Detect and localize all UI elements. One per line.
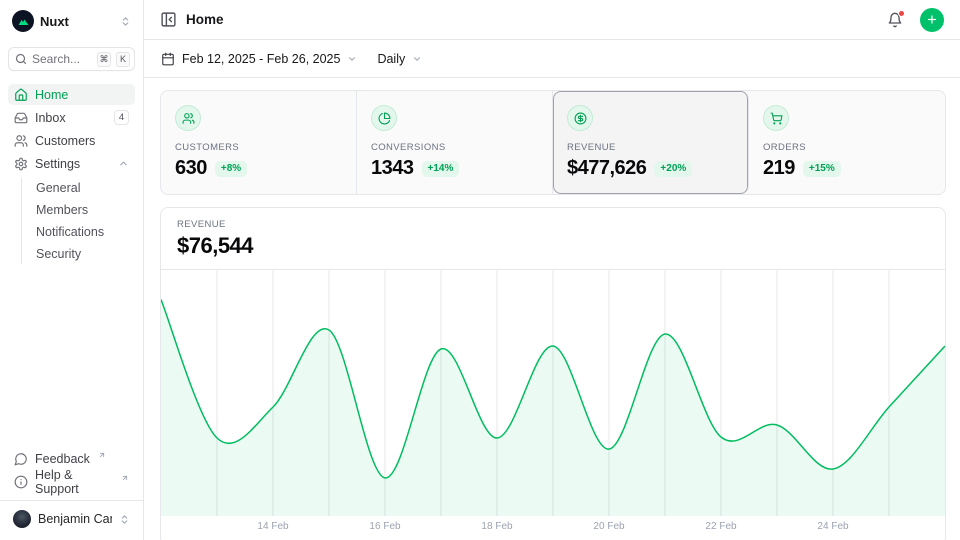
chevron-up-icon (118, 158, 129, 169)
date-range-value: Feb 12, 2025 - Feb 26, 2025 (182, 52, 340, 66)
feedback-link[interactable]: Feedback (8, 448, 135, 469)
users-icon (14, 134, 28, 148)
sidebar-nav: Home Inbox 4 Customers Settings (8, 84, 135, 266)
notification-dot (898, 10, 905, 17)
collapse-sidebar-button[interactable] (160, 11, 177, 28)
main-area: Home Feb 12, 2025 - Feb 26, 2025 (144, 0, 960, 540)
users-icon (175, 105, 201, 131)
chat-bubble-icon (14, 452, 28, 466)
date-range-picker[interactable]: Feb 12, 2025 - Feb 26, 2025 (161, 52, 357, 66)
workspace-name: Nuxt (40, 14, 114, 29)
search-input[interactable]: ⌘ K (8, 47, 135, 71)
stats-grid: CUSTOMERS 630 +8% CONVERSIONS 1343 +14% (160, 90, 946, 195)
stat-label: REVENUE (567, 142, 734, 153)
x-axis-label: 18 Feb (481, 521, 512, 532)
avatar (13, 510, 31, 528)
stat-label: ORDERS (763, 142, 931, 153)
stat-delta-badge: +15% (803, 161, 841, 177)
workspace-switcher[interactable]: Nuxt (8, 8, 135, 34)
settings-sub-list: General Members Notifications Security (21, 178, 135, 264)
chevron-down-icon (347, 54, 357, 64)
help-support-label: Help & Support (35, 468, 113, 496)
inbox-count-badge: 4 (114, 110, 129, 125)
chart-header: REVENUE $76,544 (161, 208, 945, 270)
sidebar-item-members[interactable]: Members (31, 200, 135, 220)
sidebar-item-notifications[interactable]: Notifications (31, 222, 135, 242)
stat-delta-badge: +8% (215, 161, 247, 177)
dollar-circle-icon (567, 105, 593, 131)
user-name: Benjamin Canac (38, 512, 112, 526)
gear-icon (14, 157, 28, 171)
add-button[interactable] (920, 8, 944, 32)
notifications-button[interactable] (887, 12, 903, 28)
content: CUSTOMERS 630 +8% CONVERSIONS 1343 +14% (144, 78, 960, 540)
sidebar-item-label: Customers (35, 134, 129, 148)
sidebar-spacer (8, 266, 135, 435)
chevron-down-icon (412, 54, 422, 64)
feedback-label: Feedback (35, 452, 90, 466)
chevrons-up-down-icon (120, 16, 131, 27)
sidebar: Nuxt ⌘ K Home Inb (0, 0, 144, 540)
stat-card-conversions[interactable]: CONVERSIONS 1343 +14% (357, 91, 553, 194)
external-link-icon (121, 474, 129, 482)
x-axis-label: 14 Feb (257, 521, 288, 532)
search-icon (15, 53, 27, 65)
stat-value: 630 (175, 157, 207, 180)
sidebar-item-inbox[interactable]: Inbox 4 (8, 107, 135, 128)
x-axis-label: 24 Feb (817, 521, 848, 532)
chart-x-axis: 14 Feb 16 Feb 18 Feb 20 Feb 22 Feb 24 Feb (161, 516, 945, 540)
stat-label: CONVERSIONS (371, 142, 538, 153)
external-link-icon (98, 451, 106, 459)
stat-value: 219 (763, 157, 795, 180)
sidebar-item-label: Home (35, 88, 129, 102)
stat-value: 1343 (371, 157, 414, 180)
sidebar-item-settings[interactable]: Settings (8, 153, 135, 174)
help-support-link[interactable]: Help & Support (8, 471, 135, 492)
sidebar-footer-links: Feedback Help & Support (8, 448, 135, 492)
revenue-area-chart[interactable] (161, 270, 945, 516)
sidebar-item-home[interactable]: Home (8, 84, 135, 105)
sidebar-item-security[interactable]: Security (31, 244, 135, 264)
stat-delta-badge: +20% (654, 161, 692, 177)
info-circle-icon (14, 475, 28, 489)
toolbar: Feb 12, 2025 - Feb 26, 2025 Daily (144, 40, 960, 78)
page-header: Home (144, 0, 960, 40)
stat-value: $477,626 (567, 157, 646, 180)
stat-label: CUSTOMERS (175, 142, 342, 153)
sidebar-divider (0, 500, 143, 501)
kbd-meta: ⌘ (97, 52, 111, 67)
chevrons-up-down-icon (119, 514, 130, 525)
chart-value: $76,544 (177, 233, 929, 259)
kbd-k: K (116, 52, 130, 67)
shopping-cart-icon (763, 105, 789, 131)
app-window: Nuxt ⌘ K Home Inb (0, 0, 960, 540)
pie-chart-icon (371, 105, 397, 131)
chart-label: REVENUE (177, 219, 929, 230)
stat-delta-badge: +14% (422, 161, 460, 177)
user-menu[interactable]: Benjamin Canac (8, 506, 135, 532)
stat-card-revenue[interactable]: REVENUE $477,626 +20% (553, 91, 749, 194)
stat-card-orders[interactable]: ORDERS 219 +15% (749, 91, 945, 194)
x-axis-label: 22 Feb (705, 521, 736, 532)
nuxt-logo-icon (12, 10, 34, 32)
x-axis-label: 20 Feb (593, 521, 624, 532)
revenue-chart-card: REVENUE $76,544 14 Feb 16 Feb 18 Feb 20 Feb… (160, 207, 946, 540)
granularity-select[interactable]: Daily (377, 52, 422, 66)
page-title: Home (186, 12, 878, 27)
stat-card-customers[interactable]: CUSTOMERS 630 +8% (161, 91, 357, 194)
calendar-icon (161, 52, 175, 66)
sidebar-item-label: Settings (35, 157, 111, 171)
inbox-icon (14, 111, 28, 125)
home-icon (14, 88, 28, 102)
sidebar-item-label: Inbox (35, 111, 107, 125)
sidebar-item-customers[interactable]: Customers (8, 130, 135, 151)
x-axis-label: 16 Feb (369, 521, 400, 532)
search-field[interactable] (32, 52, 92, 66)
sidebar-item-general[interactable]: General (31, 178, 135, 198)
granularity-value: Daily (377, 52, 405, 66)
